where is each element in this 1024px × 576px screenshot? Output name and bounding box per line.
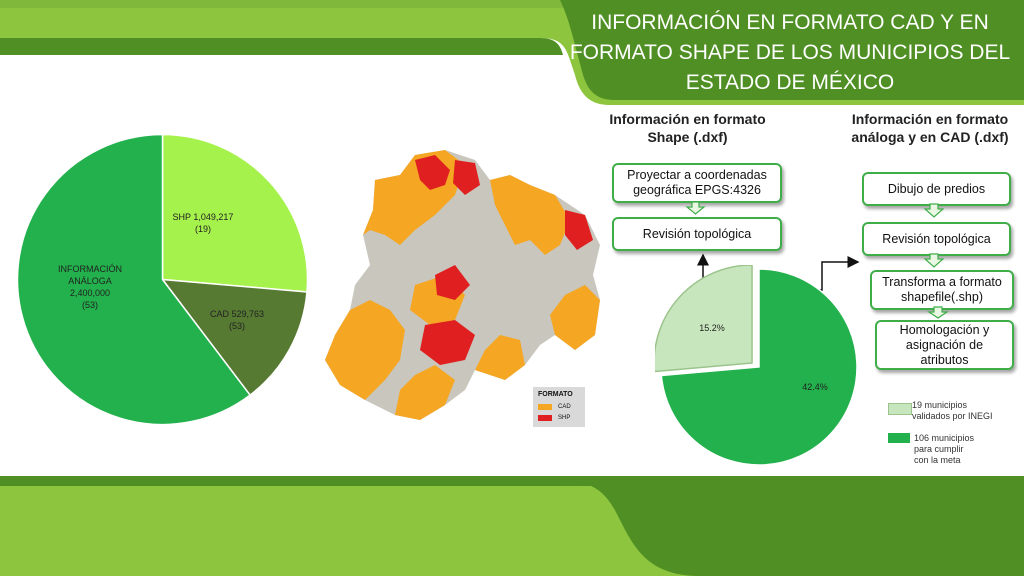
topology-review-box: Revisión topológica: [612, 217, 782, 251]
legend-label-validated: 19 municipios validados por INEGI: [912, 400, 993, 422]
legend-text-line: para cumplir: [914, 444, 964, 454]
page-title: INFORMACIÓN EN FORMATO CAD Y EN FORMATO …: [560, 8, 1020, 98]
information-pie-chart: SHP 1,049,217 (19) CAD 529,763 (53) INFORMAC…: [16, 133, 309, 426]
pie-slice-label: INFORMACIÓN ANÁLOGA 2,400,000 (53): [58, 264, 122, 310]
legend-swatch-target: [888, 433, 910, 443]
cad-topology-review-box: Revisión topológica: [862, 222, 1011, 256]
pie-slice: [161, 133, 309, 293]
map-legend-swatch: [538, 415, 552, 421]
legend-label-target: 106 municipios para cumplir con la meta: [914, 433, 974, 466]
map-legend-item-shp: SHP: [538, 415, 570, 421]
cad-heading-line: Información en formato: [851, 111, 1009, 127]
flow-text: asignación de: [905, 337, 984, 352]
page-title-line: ESTADO DE MÉXICO: [685, 71, 895, 94]
map-legend-swatch: [538, 404, 552, 410]
pie-slice: [16, 133, 252, 426]
municipality-pie-chart: 15.2% 42.4%: [655, 265, 858, 466]
flow-text: Revisión topológica: [882, 231, 991, 246]
legend-text-line: 106 municipios: [914, 433, 975, 443]
flow-text: Dibujo de predios: [887, 181, 986, 196]
map-region-shp: [565, 210, 593, 250]
map-legend-title: FORMATO: [538, 391, 573, 398]
map-legend-label: CAD: [558, 404, 571, 410]
map-region-cad: [395, 365, 455, 420]
flow-text: atributos: [920, 352, 969, 367]
map-legend-label: SHP: [558, 415, 571, 421]
pie-slice-label: 42.4%: [802, 382, 828, 392]
state-map: [325, 150, 600, 420]
map-region-shp: [415, 155, 450, 190]
map-region-cad: [490, 175, 570, 255]
map-region-cad: [475, 335, 525, 380]
flow-text: shapefile(.shp): [901, 290, 983, 304]
flow-text: Revisión topológica: [642, 226, 752, 241]
page-title-line: INFORMACIÓN EN FORMATO CAD Y EN: [591, 11, 989, 34]
page-title-line: FORMATO SHAPE DE LOS MUNICIPIOS DEL: [569, 41, 1011, 64]
pie-slice-label: 15.2%: [699, 323, 725, 333]
pie-slice-label: CAD 529,763 (53): [210, 309, 264, 331]
legend-swatch-validated: [888, 403, 912, 415]
map-legend-item-cad: CAD: [538, 404, 571, 410]
pie-slice: [160, 278, 308, 397]
map-region-shp: [420, 320, 475, 365]
map-region-cad: [550, 285, 600, 350]
flow-text: Transforma a formato: [882, 275, 1002, 289]
map-legend: FORMATO CAD SHP: [533, 387, 585, 427]
pie-slice-label: SHP 1,049,217 (19): [173, 212, 234, 234]
transform-shapefile-box: Transforma a formato shapefile(.shp): [870, 270, 1014, 310]
pie-slice: [660, 268, 858, 466]
legend-text-line: con la meta: [914, 455, 961, 465]
shape-section-heading: Información en formato Shape (.dxf): [595, 110, 780, 146]
shape-heading-line: Shape (.dxf): [647, 129, 728, 145]
flow-text: Homologación y: [899, 322, 990, 337]
shape-heading-line: Información en formato: [609, 111, 766, 127]
cad-section-heading: Información en formato análoga y en CAD …: [840, 110, 1020, 146]
map-region-shp: [453, 160, 480, 195]
map-region-cad: [325, 300, 405, 400]
pie-slice: [655, 265, 753, 373]
legend-text-line: validados por INEGI: [912, 411, 993, 421]
flow-text: Proyectar a coordenadas: [627, 168, 767, 182]
legend-text-line: 19 municipios: [912, 400, 968, 410]
flow-text: geográfica EPGS:4326: [633, 183, 761, 197]
draw-parcels-box: Dibujo de predios: [862, 172, 1011, 206]
project-coordinates-box: Proyectar a coordenadas geográfica EPGS:…: [612, 163, 782, 203]
cad-heading-line: análoga y en CAD (.dxf): [851, 129, 1009, 145]
homologation-box: Homologación y asignación de atributos: [875, 320, 1014, 370]
map-region-shp: [435, 265, 470, 300]
